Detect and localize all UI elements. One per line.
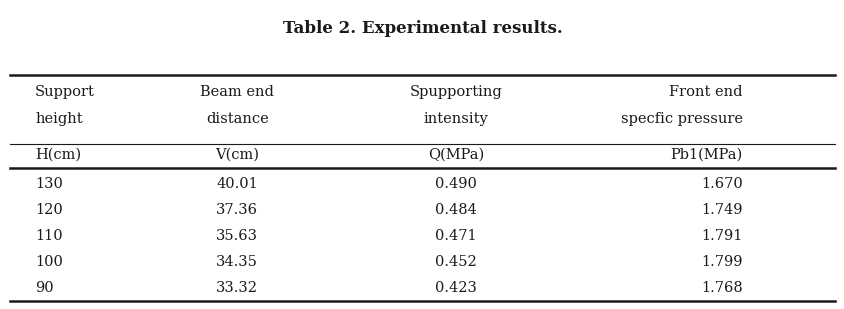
Text: 120: 120 xyxy=(35,203,62,217)
Text: 0.484: 0.484 xyxy=(435,203,477,217)
Text: 40.01: 40.01 xyxy=(216,176,257,191)
Text: 35.63: 35.63 xyxy=(216,229,258,243)
Text: 0.490: 0.490 xyxy=(435,176,477,191)
Text: Front end: Front end xyxy=(668,85,742,99)
Text: Table 2. Experimental results.: Table 2. Experimental results. xyxy=(282,20,562,37)
Text: 1.768: 1.768 xyxy=(700,281,742,295)
Text: 1.799: 1.799 xyxy=(701,255,742,269)
Text: height: height xyxy=(35,112,83,126)
Text: 100: 100 xyxy=(35,255,63,269)
Text: 1.791: 1.791 xyxy=(701,229,742,243)
Text: Pb1(MPa): Pb1(MPa) xyxy=(669,147,742,162)
Text: 1.749: 1.749 xyxy=(701,203,742,217)
Text: 0.471: 0.471 xyxy=(435,229,476,243)
Text: 0.423: 0.423 xyxy=(435,281,477,295)
Text: Support: Support xyxy=(35,85,95,99)
Text: 110: 110 xyxy=(35,229,62,243)
Text: 33.32: 33.32 xyxy=(216,281,258,295)
Text: V(cm): V(cm) xyxy=(215,147,259,162)
Text: Q(MPa): Q(MPa) xyxy=(428,147,484,162)
Text: 37.36: 37.36 xyxy=(216,203,258,217)
Text: specfic pressure: specfic pressure xyxy=(619,112,742,126)
Text: 1.670: 1.670 xyxy=(700,176,742,191)
Text: H(cm): H(cm) xyxy=(35,147,81,162)
Text: distance: distance xyxy=(206,112,268,126)
Text: 34.35: 34.35 xyxy=(216,255,258,269)
Text: intensity: intensity xyxy=(424,112,488,126)
Text: 0.452: 0.452 xyxy=(435,255,477,269)
Text: 130: 130 xyxy=(35,176,63,191)
Text: 90: 90 xyxy=(35,281,54,295)
Text: Beam end: Beam end xyxy=(200,85,273,99)
Text: Spupporting: Spupporting xyxy=(409,85,502,99)
